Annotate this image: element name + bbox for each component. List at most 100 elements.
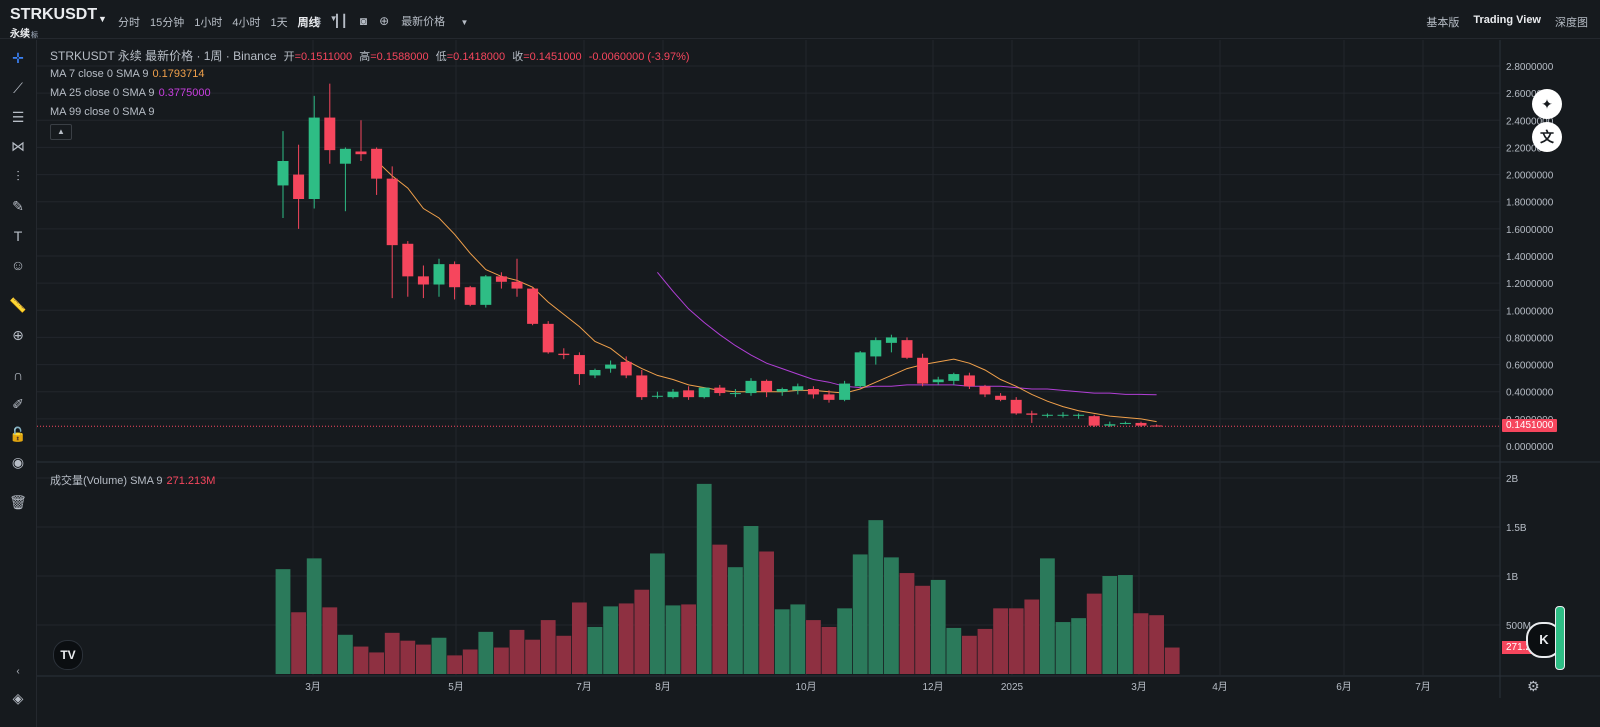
view-mode-tabs: 基本版 Trading View 深度图	[1412, 14, 1588, 30]
interval-more-icon[interactable]: ▼	[329, 14, 338, 23]
candle-body	[433, 264, 445, 285]
ma25-legend[interactable]: MA 25 close 0 SMA 9 0.3775000	[50, 87, 211, 99]
candle-body	[308, 117, 320, 199]
candle-type-icon[interactable]: ┃┃	[333, 14, 348, 28]
layers-icon[interactable]: ◈	[12, 690, 24, 706]
price-tick-label: 1.8000000	[1506, 198, 1554, 209]
volume-axis: 2B 1.5B 1B 500M	[1506, 474, 1531, 632]
volume-bar	[603, 606, 618, 674]
chart-grid	[37, 40, 1600, 698]
volume-bar	[977, 628, 993, 674]
candle-body	[651, 395, 663, 397]
ma99-legend[interactable]: MA 99 close 0 SMA 9	[50, 106, 155, 118]
interval-tab[interactable]: 15分钟	[150, 17, 185, 29]
volume-bar	[884, 557, 899, 674]
price-tick-label: 2.2000000	[1506, 143, 1554, 154]
candle-body	[1135, 422, 1147, 426]
ma99-label: MA 99 close 0 SMA 9	[50, 106, 155, 118]
volume-bar	[806, 620, 821, 674]
symbol-name[interactable]: STRKUSDT	[10, 6, 98, 23]
fib-icon[interactable]: ☰	[11, 109, 25, 125]
view-mode-tradingview[interactable]: Trading View	[1473, 14, 1541, 26]
candle-body	[605, 364, 617, 369]
interval-tab-active[interactable]: 周线	[297, 17, 320, 29]
candle-body	[620, 361, 632, 376]
chevron-down-icon[interactable]: ▼	[98, 14, 107, 24]
brush-icon[interactable]: ✎	[12, 198, 24, 214]
price-tick-label: 2.8000000	[1506, 62, 1554, 73]
volume-bar	[821, 626, 837, 674]
zoom-icon[interactable]: ⊕	[12, 327, 24, 343]
volume-bar	[587, 626, 603, 674]
price-tick-label: 1.0000000	[1506, 306, 1554, 317]
interval-tab[interactable]: 1小时	[194, 17, 223, 29]
price-tick-label: 0.0000000	[1506, 442, 1554, 453]
prediction-icon[interactable]: ⫶	[16, 168, 20, 184]
last-price-label: 0.1451000	[1502, 419, 1558, 432]
volume-bar	[494, 647, 509, 674]
lock-drawing-icon[interactable]: ✐	[12, 396, 24, 412]
drawing-toolbar: ✛ ⟋ ☰ ⋈ ⫶ ✎ T ☺ 📏 ⊕ ∩ ✐ 🔓 ◉ 🗑 ‹ ◈	[0, 40, 37, 727]
low-label: 低	[435, 51, 447, 63]
volume-bar	[868, 520, 884, 674]
chevron-down-icon: ▼	[460, 18, 469, 27]
volume-bar	[618, 603, 634, 674]
collapse-sidebar-icon[interactable]: ‹	[16, 666, 20, 677]
price-type-dropdown[interactable]: 最新价格 ▼	[401, 13, 480, 29]
ohlc-legend: STRKUSDT 永续 最新价格 · 1周 · Binance 开=0.1511…	[50, 47, 690, 64]
trash-icon[interactable]: 🗑	[9, 494, 27, 510]
close-value: =0.1451000	[523, 51, 582, 63]
volume-bar	[1149, 615, 1164, 674]
volume-bar	[338, 634, 353, 674]
magnet-icon[interactable]: ∩	[12, 367, 24, 383]
view-mode-depth[interactable]: 深度图	[1555, 17, 1588, 29]
ruler-icon[interactable]: 📏	[9, 297, 27, 313]
scroll-indicator[interactable]	[1555, 606, 1565, 670]
tradingview-logo[interactable]: TV	[53, 640, 83, 670]
add-icon[interactable]: ⊕	[379, 14, 390, 28]
gear-icon[interactable]: ⚙	[1527, 678, 1540, 694]
candle-body	[776, 389, 788, 392]
ai-sparkle-button[interactable]: ✦	[1532, 89, 1562, 119]
emoji-icon[interactable]: ☺	[10, 257, 26, 273]
candle-body	[792, 386, 804, 391]
view-mode-basic[interactable]: 基本版	[1426, 17, 1460, 29]
text-icon[interactable]: T	[13, 228, 23, 244]
unlock-icon[interactable]: 🔓	[9, 426, 27, 442]
candle-body	[464, 287, 476, 305]
ma7-legend[interactable]: MA 7 close 0 SMA 9 0.1793714	[50, 68, 204, 80]
time-tick-label: 7月	[1415, 681, 1431, 693]
eye-icon[interactable]: ◉	[11, 454, 25, 470]
candle-body	[839, 383, 851, 400]
volume-bar	[416, 644, 431, 674]
candle-body	[1026, 413, 1038, 415]
top-toolbar: STRKUSDT ▼ 永续标 分时 15分钟 1小时 4小时 1天 周线 ▼ ⩩…	[0, 0, 1600, 40]
camera-icon[interactable]: ◙	[359, 14, 368, 28]
volume-bar	[1040, 558, 1055, 674]
volume-bar	[634, 589, 650, 674]
ma7-value: 0.1793714	[152, 68, 205, 80]
candle-body	[823, 394, 835, 400]
legend-collapse-button[interactable]: ▲	[50, 124, 72, 140]
interval-tab[interactable]: 4小时	[232, 17, 261, 29]
time-tick-label: 10月	[795, 681, 816, 693]
volume-bar	[369, 652, 384, 674]
volume-bar	[540, 620, 556, 674]
interval-tab[interactable]: 分时	[118, 17, 140, 29]
crosshair-icon[interactable]: ✛	[12, 50, 24, 66]
indicators-icon[interactable]: ⩩	[315, 13, 322, 28]
volume-legend[interactable]: 成交量(Volume) SMA 9 271.213M	[50, 472, 215, 488]
trend-line-icon[interactable]: ⟋	[13, 80, 23, 96]
candle-body	[979, 386, 991, 395]
volume-bar	[306, 558, 322, 674]
candle-body	[854, 352, 866, 387]
time-axis: 3月 5月 7月 8月 10月 12月 2025 3月 4月 6月 7月	[305, 681, 1431, 693]
candle-body	[1104, 424, 1116, 426]
price-tick-label: 2.4000000	[1506, 116, 1554, 127]
time-tick-label: 8月	[655, 681, 671, 693]
translate-button[interactable]: 文	[1532, 122, 1562, 152]
ma7-label: MA 7 close 0 SMA 9	[50, 68, 149, 80]
pattern-icon[interactable]: ⋈	[11, 138, 25, 154]
interval-tab[interactable]: 1天	[270, 17, 288, 29]
